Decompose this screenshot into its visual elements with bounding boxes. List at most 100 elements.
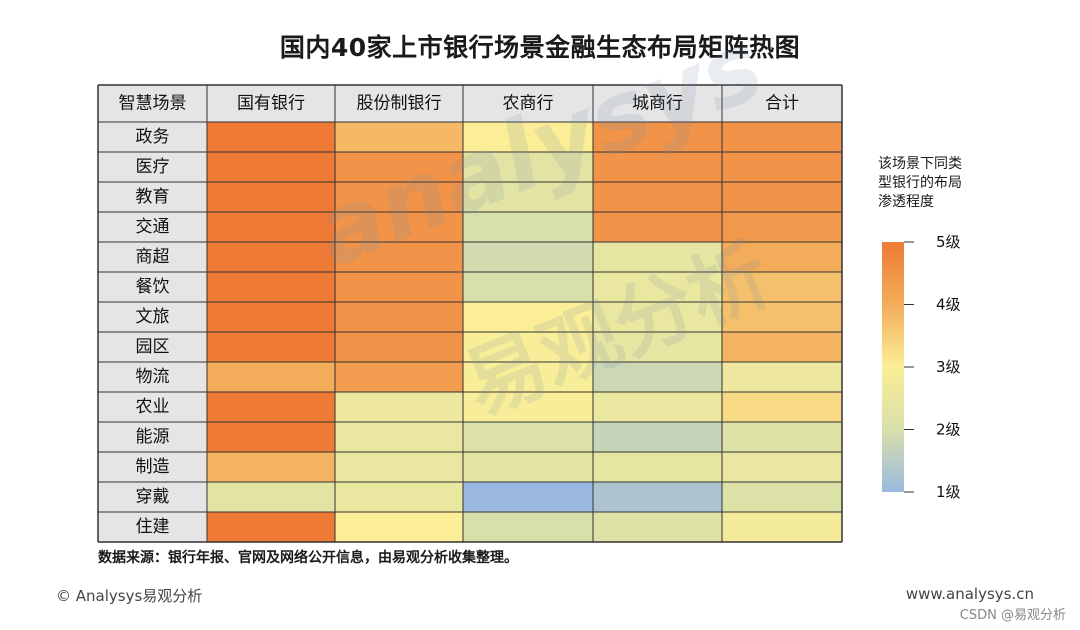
heat-cell-12-2	[463, 482, 593, 512]
heat-cell-11-3	[593, 452, 722, 482]
heat-cell-7-4	[722, 332, 842, 362]
heat-cell-6-1	[335, 302, 463, 332]
heat-cell-9-4	[722, 392, 842, 422]
heatmap-chart: 智慧场景 国有银行 股份制银行 农商行 城商行 合计政务医疗教育交通商超餐饮文旅园区物流农…	[97, 84, 843, 543]
copyright-text: © Analysys易观分析	[56, 587, 203, 605]
row-label: 园区	[136, 337, 170, 357]
legend-tick-label: 1级	[936, 483, 961, 501]
heat-cell-8-0	[207, 362, 335, 392]
heat-cell-6-0	[207, 302, 335, 332]
heat-cell-11-4	[722, 452, 842, 482]
heat-cell-6-4	[722, 302, 842, 332]
row-label: 医疗	[136, 157, 170, 177]
row-label: 餐饮	[136, 277, 170, 297]
row-label: 能源	[136, 427, 170, 447]
chart-title: 国内40家上市银行场景金融生态布局矩阵热图	[279, 33, 801, 62]
heat-cell-9-1	[335, 392, 463, 422]
heat-cell-11-0	[207, 452, 335, 482]
heat-cell-1-2	[463, 152, 593, 182]
heat-cell-4-0	[207, 242, 335, 272]
heat-cell-12-4	[722, 482, 842, 512]
heat-cell-5-1	[335, 272, 463, 302]
heat-cell-0-1	[335, 122, 463, 152]
heat-cell-5-0	[207, 272, 335, 302]
row-label: 穿戴	[136, 487, 170, 507]
heat-cell-3-1	[335, 212, 463, 242]
row-label: 教育	[136, 187, 170, 207]
legend-tick-label: 5级	[936, 233, 961, 251]
heat-cell-10-2	[463, 422, 593, 452]
heat-cell-5-4	[722, 272, 842, 302]
heat-cell-5-3	[593, 272, 722, 302]
row-label: 政务	[136, 127, 170, 147]
heat-cell-4-4	[722, 242, 842, 272]
website-link[interactable]: www.analysys.cn	[905, 585, 1034, 603]
heat-cell-3-4	[722, 212, 842, 242]
heat-cell-4-3	[593, 242, 722, 272]
heat-cell-9-3	[593, 392, 722, 422]
legend-tick-label: 3级	[936, 358, 961, 376]
heat-cell-3-0	[207, 212, 335, 242]
column-header-label: 国有银行	[237, 94, 305, 114]
legend-title: 该场景下同类 型银行的布局 渗透程度	[878, 156, 962, 210]
heat-cell-9-2	[463, 392, 593, 422]
heat-cell-2-1	[335, 182, 463, 212]
heat-cell-2-0	[207, 182, 335, 212]
legend-tick-label: 2级	[936, 421, 961, 439]
heat-cell-7-1	[335, 332, 463, 362]
heat-cell-13-4	[722, 512, 842, 542]
heat-cell-7-0	[207, 332, 335, 362]
row-label: 物流	[136, 367, 170, 387]
heat-cell-12-1	[335, 482, 463, 512]
heat-cell-2-3	[593, 182, 722, 212]
heat-cell-0-4	[722, 122, 842, 152]
heat-cell-9-0	[207, 392, 335, 422]
heat-cell-8-2	[463, 362, 593, 392]
heat-cell-13-0	[207, 512, 335, 542]
heat-cell-5-2	[463, 272, 593, 302]
heat-cell-7-3	[593, 332, 722, 362]
heat-cell-2-2	[463, 182, 593, 212]
heat-cell-10-1	[335, 422, 463, 452]
heat-cell-10-3	[593, 422, 722, 452]
row-label: 文旅	[136, 307, 170, 327]
header-background	[98, 85, 842, 122]
heat-cell-6-3	[593, 302, 722, 332]
heat-cell-3-3	[593, 212, 722, 242]
heat-cell-4-2	[463, 242, 593, 272]
heat-cell-1-3	[593, 152, 722, 182]
row-label: 交通	[136, 217, 170, 237]
heat-cell-1-4	[722, 152, 842, 182]
heat-cell-7-2	[463, 332, 593, 362]
column-header-label: 城商行	[632, 94, 683, 114]
column-header-label: 合计	[765, 94, 799, 114]
heat-cell-1-0	[207, 152, 335, 182]
heat-cell-8-3	[593, 362, 722, 392]
heat-cell-2-4	[722, 182, 842, 212]
source-note: 数据来源：银行年报、官网及网络公开信息，由易观分析收集整理。	[98, 550, 518, 566]
heat-cell-4-1	[335, 242, 463, 272]
heat-cell-3-2	[463, 212, 593, 242]
heat-cell-10-4	[722, 422, 842, 452]
heat-cell-0-3	[593, 122, 722, 152]
heat-cell-13-3	[593, 512, 722, 542]
legend-colorbar: 1级 2级 3级 4级 5级	[882, 233, 961, 501]
row-label: 农业	[136, 397, 170, 417]
heat-cell-11-1	[335, 452, 463, 482]
heat-cell-12-0	[207, 482, 335, 512]
column-header-label: 农商行	[503, 94, 554, 114]
heat-cell-12-3	[593, 482, 722, 512]
heat-cell-0-0	[207, 122, 335, 152]
heat-cell-13-1	[335, 512, 463, 542]
heat-cell-8-4	[722, 362, 842, 392]
heat-cell-11-2	[463, 452, 593, 482]
legend-tick-label: 4级	[936, 296, 961, 314]
heat-cell-0-2	[463, 122, 593, 152]
corner-header-label: 智慧场景	[119, 94, 187, 114]
row-label: 制造	[136, 457, 170, 477]
heat-cell-13-2	[463, 512, 593, 542]
heat-cell-6-2	[463, 302, 593, 332]
csdn-credit: CSDN @易观分析	[959, 608, 1066, 623]
row-label: 商超	[136, 247, 170, 267]
heat-cell-10-0	[207, 422, 335, 452]
